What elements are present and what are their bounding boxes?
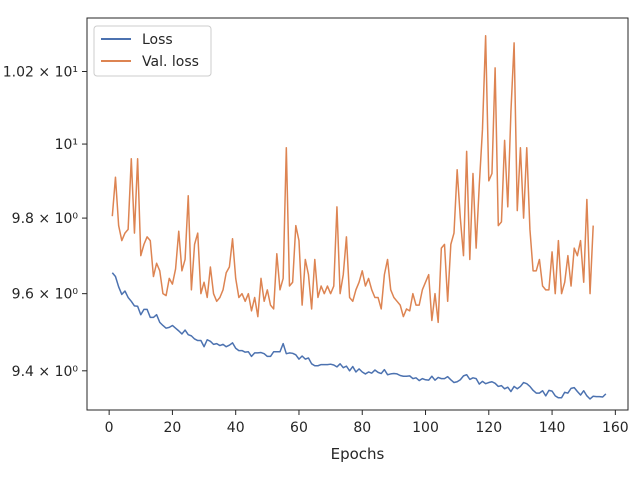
x-tick-label: 120 — [475, 420, 502, 436]
x-tick-label: 80 — [353, 420, 371, 436]
y-tick-label: 10¹ — [55, 137, 78, 153]
series-line-val-loss — [111, 35, 594, 324]
x-tick-label: 140 — [539, 420, 566, 436]
x-tick-label: 0 — [105, 420, 114, 436]
y-tick-label: 1.02 × 10¹ — [3, 64, 78, 80]
legend-label: Loss — [142, 32, 173, 48]
x-tick-label: 60 — [290, 420, 308, 436]
y-tick-label: 9.4 × 10⁰ — [12, 364, 79, 380]
plot-frame — [86, 17, 629, 411]
y-axis-ticks: 9.4 × 10⁰ 9.6 × 10⁰ 9.8 × 10⁰ 10¹ 1.02 × 10¹ — [3, 64, 87, 380]
x-tick-label: 160 — [602, 420, 629, 436]
y-tick-label: 9.6 × 10⁰ — [12, 287, 79, 303]
series-line-loss — [111, 272, 607, 400]
plot-area — [86, 17, 629, 411]
x-axis-label: Epochs — [331, 445, 385, 463]
x-tick-label: 100 — [412, 420, 439, 436]
x-tick-label: 20 — [164, 420, 182, 436]
x-axis-ticks: 0 20 40 60 80 100 120 140 160 — [105, 410, 629, 436]
legend: Loss Val. loss — [93, 25, 212, 77]
legend-label: Val. loss — [142, 54, 199, 70]
x-tick-label: 40 — [227, 420, 245, 436]
y-tick-label: 9.8 × 10⁰ — [12, 211, 79, 227]
